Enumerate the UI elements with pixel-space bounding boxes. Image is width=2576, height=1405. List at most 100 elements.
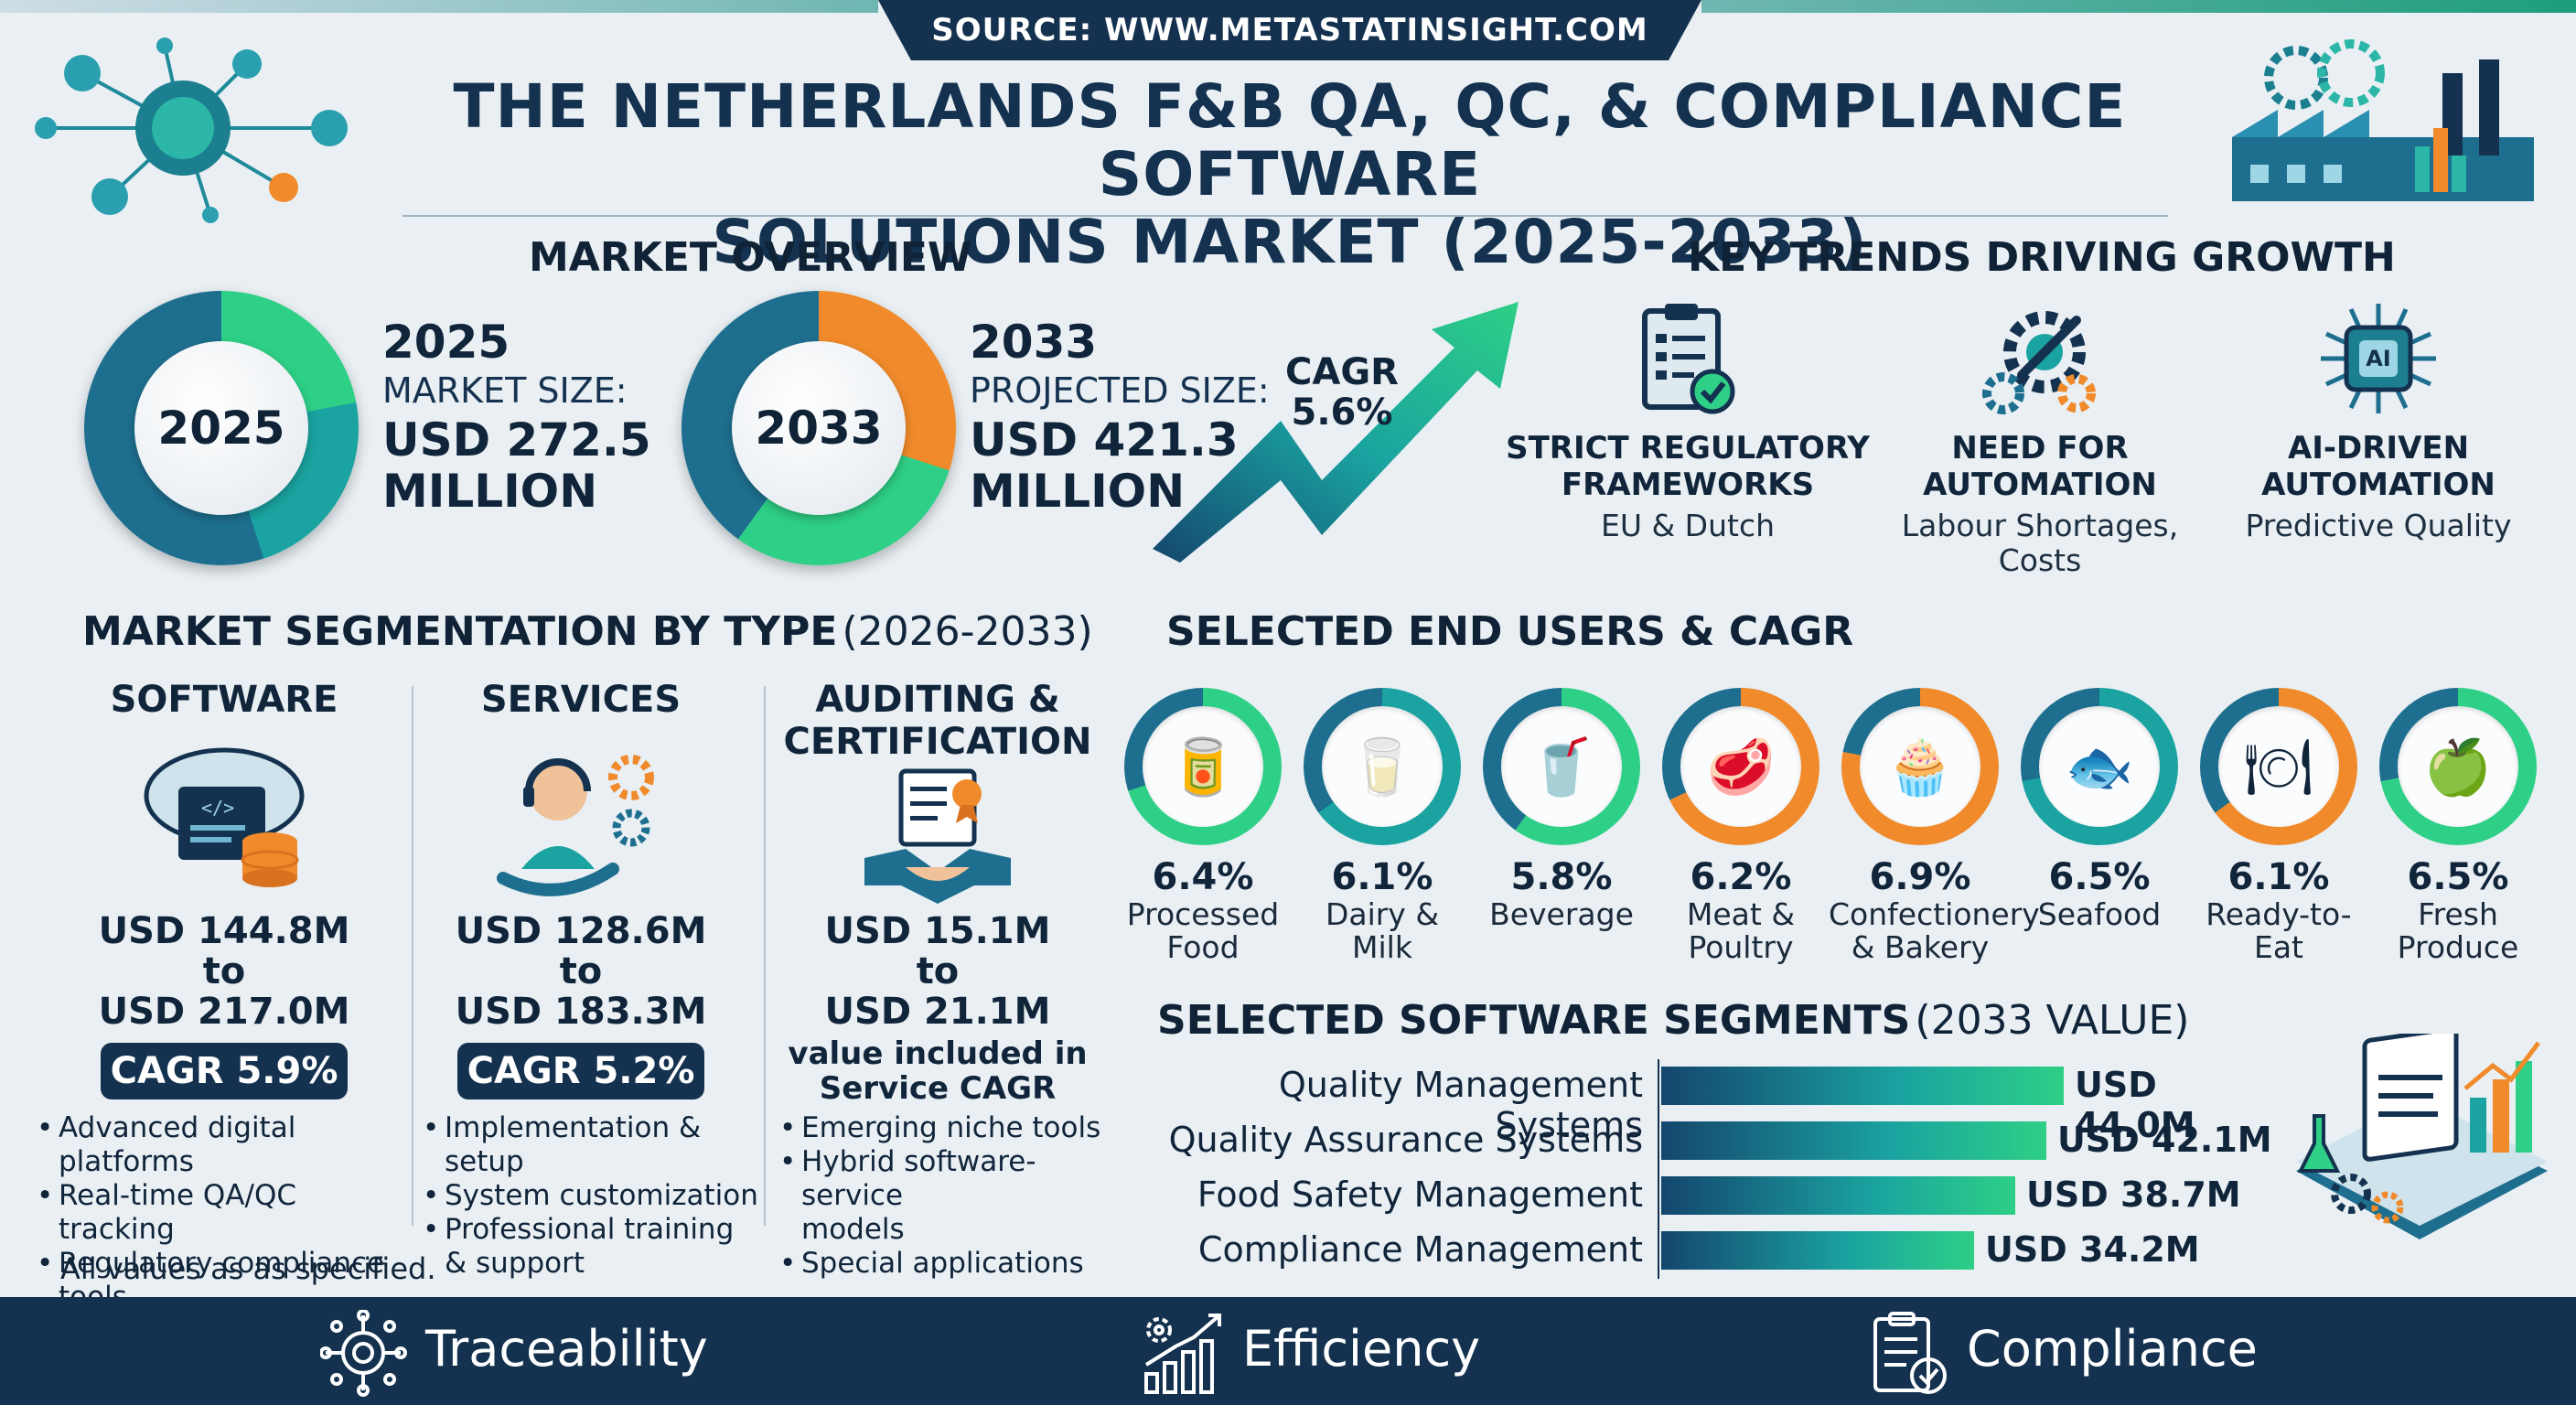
- bar: [1661, 1176, 2015, 1215]
- end-user-tile: 🥤 5.8% Beverage: [1470, 688, 1653, 931]
- end-user-label: Meat &: [1686, 896, 1796, 932]
- clipboard-check-icon: [1642, 304, 1735, 414]
- end-user-tile: 🍏 6.5% Fresh Produce: [2367, 688, 2549, 964]
- list-item: models: [801, 1213, 905, 1246]
- growth-arrow-icon: [1153, 302, 1519, 563]
- plate-cutlery-icon: 🍽: [2218, 706, 2339, 827]
- bar: [1661, 1067, 2064, 1105]
- note-line: value included in: [788, 1035, 1088, 1072]
- list-item: Special applications: [779, 1247, 1127, 1281]
- bar: [1661, 1121, 2046, 1160]
- list-item: Professional training: [423, 1213, 761, 1247]
- steak-icon: 🥩: [1680, 706, 1801, 827]
- end-user-ring: 🐟: [2021, 688, 2178, 845]
- auditing-bullets: Emerging niche tools Hybrid software-ser…: [779, 1111, 1127, 1281]
- end-user-ring: 🥛: [1304, 688, 1461, 845]
- end-user-label: & Bakery: [1851, 929, 1990, 965]
- trend-title-line: FRAMEWORKS: [1561, 467, 1815, 503]
- list-item: & support: [445, 1247, 585, 1280]
- list-item: Real-time QA/QC tracking: [37, 1179, 412, 1247]
- footnote: All values as as specified.: [60, 1251, 436, 1286]
- end-user-label: Dairy &: [1325, 896, 1440, 932]
- title-line-1: THE NETHERLANDS F&B QA, QC, & COMPLIANCE…: [453, 71, 2127, 209]
- segment-services-title: SERVICES: [480, 679, 682, 721]
- factory-icon: [2232, 39, 2534, 201]
- projected-size-value: USD 421.3 MILLION: [970, 414, 1239, 517]
- bar-label: Quality Assurance Systems: [1168, 1120, 1643, 1160]
- end-user-ring: 🥫: [1124, 688, 1282, 845]
- services-bullets: Implementation & setup System customizat…: [423, 1111, 761, 1281]
- trend-automation-title: NEED FOR AUTOMATION: [1857, 430, 2223, 503]
- value-from: USD 128.6M: [455, 910, 707, 952]
- svg-text:AI: AI: [2366, 346, 2391, 371]
- gear-chart-icon: [1144, 1314, 1221, 1394]
- list-item: Regulatory compliance: [37, 1247, 412, 1281]
- market-overview-heading: MARKET OVERVIEW: [529, 234, 972, 281]
- projected-size-label: PROJECTED SIZE:: [970, 370, 1270, 411]
- cloud-database-icon: </>: [144, 747, 305, 887]
- segmentation-heading: MARKET SEGMENTATION BY TYPE (2026-2033): [82, 608, 1093, 655]
- apple-icon: 🍏: [2398, 706, 2518, 827]
- bar-axis: [1658, 1059, 1659, 1279]
- fish-icon: 🐟: [2039, 706, 2160, 827]
- footer-traceability: Traceability: [425, 1320, 708, 1378]
- bar-label: Quality Management Systems: [1278, 1065, 1643, 1145]
- end-user-label: Food: [1166, 929, 1240, 965]
- end-user-label: Produce: [2397, 929, 2519, 965]
- end-user-tile: 🐟 6.5% Seafood: [2008, 688, 2191, 931]
- end-user-cagr: 6.2%: [1690, 856, 1792, 898]
- trend-title-line: AUTOMATION: [1923, 467, 2157, 503]
- trend-sub-line: Labour Shortages,: [1901, 508, 2179, 543]
- bar: [1661, 1231, 1974, 1270]
- note-line: Service CAGR: [819, 1070, 1057, 1107]
- cagr-overview: CAGR 5.6%: [1285, 352, 1399, 433]
- title-line: CERTIFICATION: [783, 721, 1092, 763]
- trend-title-line: AI-DRIVEN: [2287, 430, 2470, 467]
- footer-efficiency: Efficiency: [1242, 1320, 1481, 1378]
- year-2025: 2025: [382, 316, 510, 369]
- market-size-value: USD 272.5 MILLION: [382, 414, 651, 517]
- end-user-ring: 🥩: [1662, 688, 1819, 845]
- end-user-cagr: 6.9%: [1869, 856, 1971, 898]
- cagr-label: CAGR: [1285, 351, 1399, 393]
- page-title: THE NETHERLANDS F&B QA, QC, & COMPLIANCE…: [348, 73, 2232, 276]
- end-user-label: Eat: [2253, 929, 2303, 965]
- value-line: USD 272.5: [382, 413, 651, 467]
- end-user-tile: 🥛 6.1% Dairy & Milk: [1291, 688, 1474, 964]
- value-to: USD 217.0M: [98, 991, 350, 1033]
- divider: [764, 686, 766, 1226]
- end-user-tile: 🥫 6.4% Processed Food: [1111, 688, 1294, 964]
- gears-wrench-icon: [1982, 311, 2096, 414]
- bar-value: USD 34.2M: [1985, 1229, 2200, 1270]
- divider: [412, 686, 413, 1226]
- cagr-value: 5.6%: [1291, 391, 1393, 434]
- network-hub-icon: [35, 38, 348, 223]
- trend-title-line: AUTOMATION: [2261, 467, 2496, 503]
- value-line: MILLION: [970, 465, 1186, 518]
- value-from: USD 144.8M: [98, 910, 350, 952]
- end-user-ring: 🥤: [1483, 688, 1640, 845]
- end-user-label: Milk: [1352, 929, 1412, 965]
- segmentation-period: (2026-2033): [842, 608, 1093, 655]
- trend-sub-line: Costs: [1998, 542, 2082, 578]
- end-user-cagr: 6.5%: [2048, 856, 2151, 898]
- value-line: USD 421.3: [970, 413, 1239, 467]
- end-user-tile: 🍽 6.1% Ready-to- Eat: [2187, 688, 2370, 964]
- bar-value: USD 42.1M: [2057, 1120, 2272, 1160]
- list-item: Emerging niche tools: [779, 1111, 1127, 1145]
- software-value: USD 144.8M to USD 217.0M: [55, 911, 393, 1032]
- segment-software-title: SOFTWARE: [110, 679, 338, 721]
- muffin-icon: 🧁: [1860, 706, 1980, 827]
- services-cagr-badge: CAGR 5.2%: [457, 1043, 704, 1099]
- donut-2025-label: 2025: [134, 341, 308, 515]
- trend-title-line: NEED FOR: [1951, 430, 2129, 467]
- value-line: MILLION: [382, 465, 598, 518]
- software-segments-title: SELECTED SOFTWARE SEGMENTS: [1157, 997, 1911, 1044]
- bar-label: Food Safety Management: [1197, 1174, 1643, 1215]
- bar-label: Compliance Management: [1197, 1229, 1643, 1270]
- end-user-ring: 🍽: [2200, 688, 2357, 845]
- auditing-note: value included in Service CAGR: [768, 1036, 1107, 1106]
- value-to-word: to: [559, 950, 603, 992]
- end-user-cagr: 6.1%: [1331, 856, 1433, 898]
- software-segments-heading: SELECTED SOFTWARE SEGMENTS (2033 VALUE): [1157, 997, 2189, 1044]
